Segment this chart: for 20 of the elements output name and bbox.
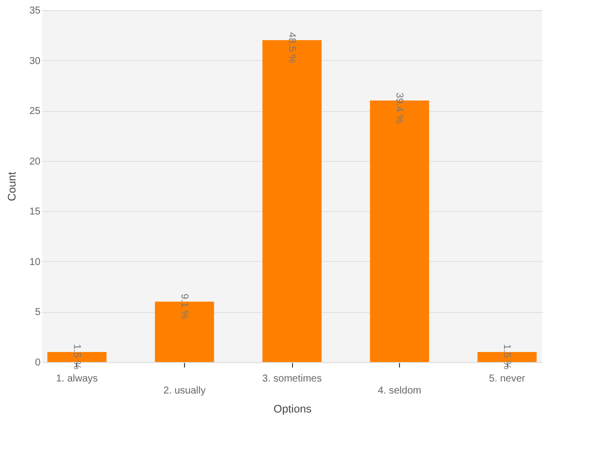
x-tick-label: 2. usually (163, 386, 206, 396)
annotation: 1.5 % (70, 344, 82, 370)
annotation: 39.4 % (394, 92, 405, 124)
annotation: 9.1 % (178, 294, 190, 320)
y-tick-label: 10 (29, 256, 41, 268)
y-tick-label: 0 (34, 358, 41, 368)
y-tick-label: 5 (34, 307, 41, 318)
y-tick-label: 35 (29, 6, 41, 16)
x-tick-label: 4. seldom (378, 386, 422, 396)
annotation: 1.5 % (501, 344, 512, 370)
y-tick-label: 30 (29, 56, 41, 67)
annotation: 48.5 % (286, 32, 297, 64)
y-tick-label: 20 (29, 156, 41, 168)
x-tick-label: 5. never (488, 374, 526, 384)
y-axis-title: Count (6, 172, 18, 202)
x-axis-title: Options (274, 404, 312, 416)
y-tick-label: 25 (29, 106, 41, 118)
y-tick-label: 15 (29, 206, 41, 218)
x-tick-label: 1. always (56, 374, 98, 384)
x-tick-label: 3. sometimes (262, 374, 322, 384)
